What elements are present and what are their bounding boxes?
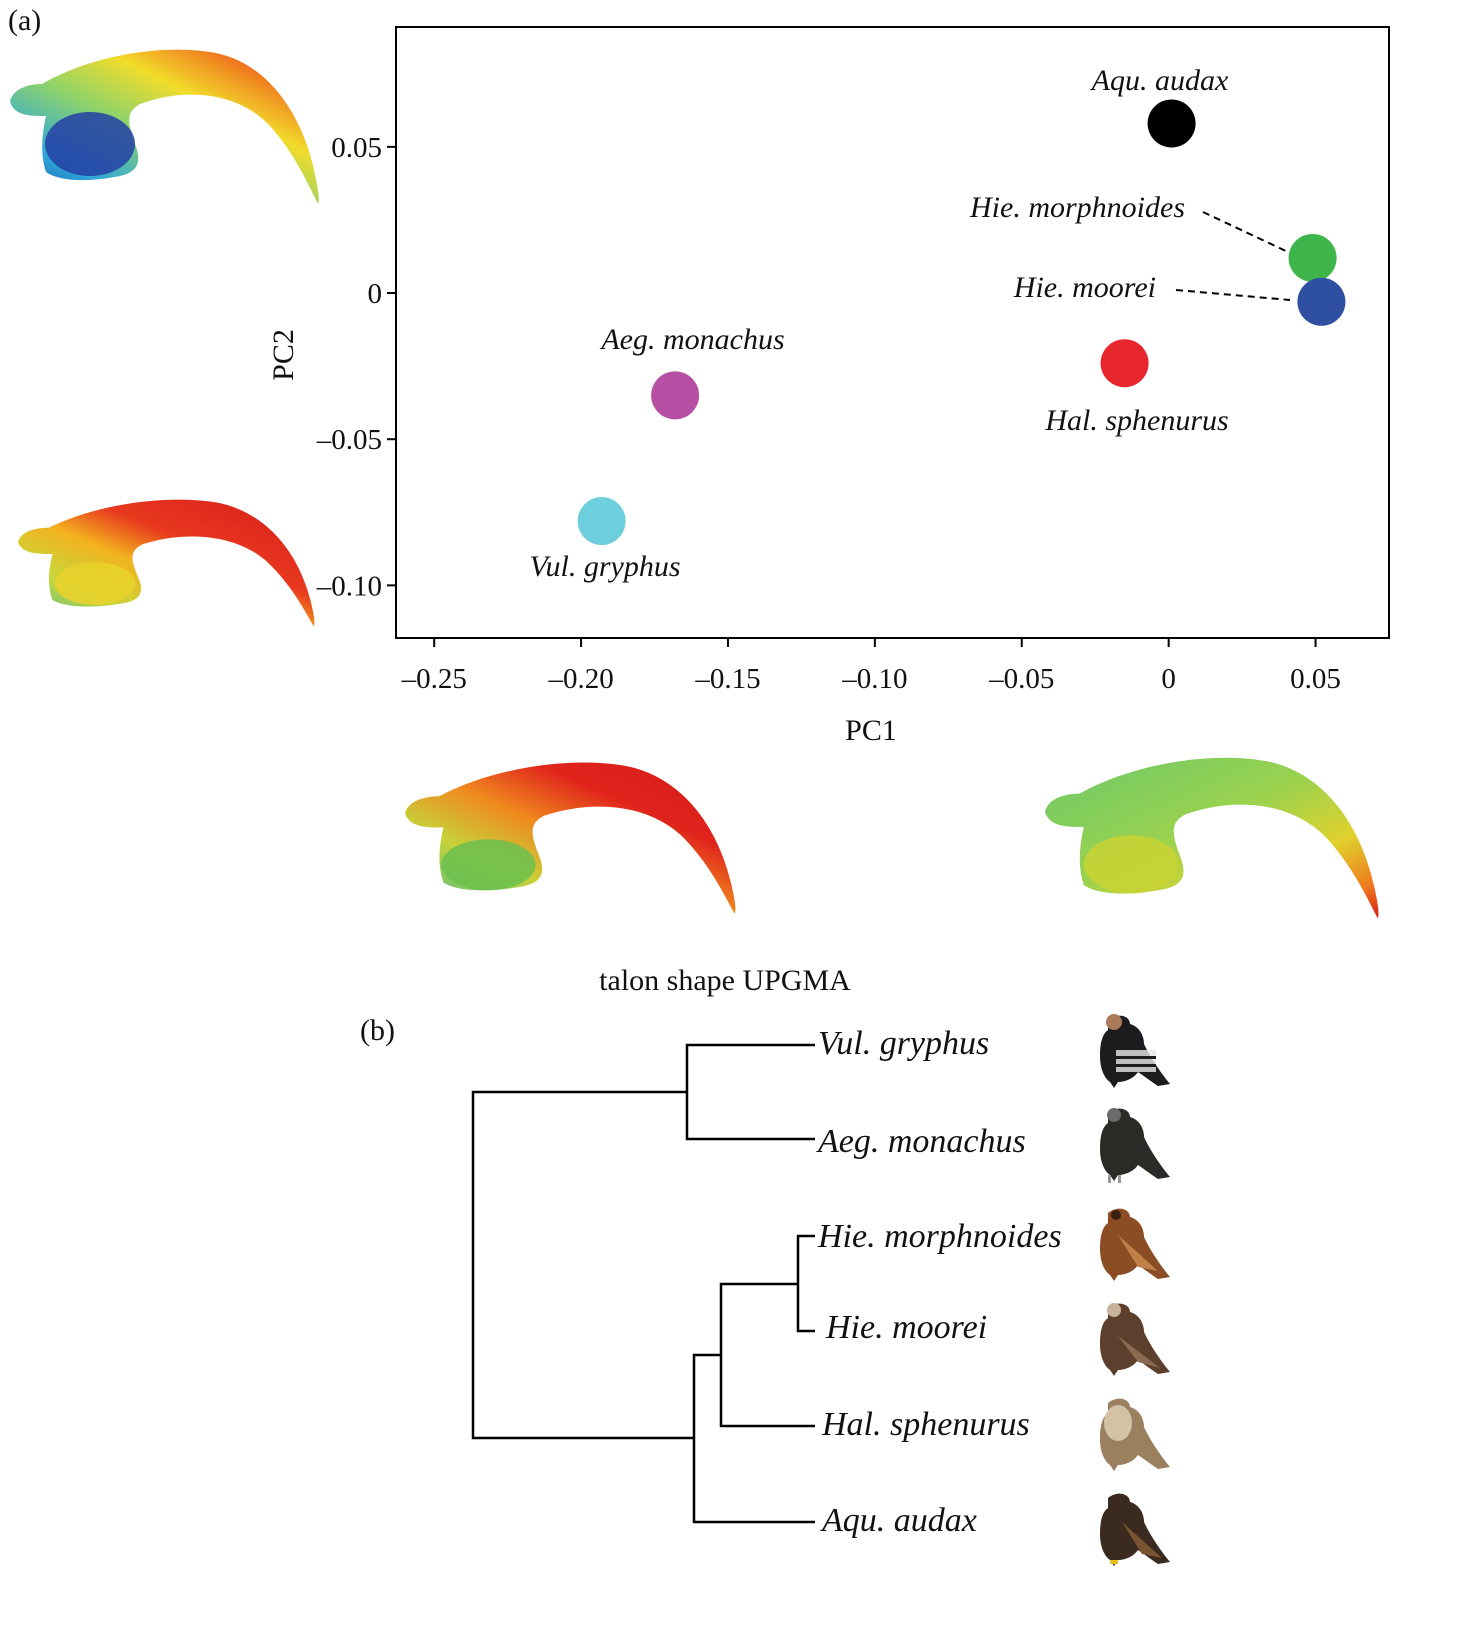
y-tick-label: –0.10 [316,570,382,602]
leaf-label-vul-gryphus: Vul. gryphus [818,1025,989,1062]
leaf-label-hal-sphenurus: Hal. sphenurus [821,1406,1030,1443]
pca-scatter-plot: –0.25 –0.20 –0.15 –0.10 –0.05 0 0.05 0.05 0 –0.0… [267,26,1390,747]
scatter-point-aqu-audax [1147,99,1196,148]
point-label-hal-sphenurus: Hal. sphenurus [1044,404,1228,437]
talon-shape-middle-left [18,499,315,627]
y-tick-label: –0.05 [316,424,382,456]
leaf-label-aeg-monachus: Aeg. monachus [816,1123,1026,1160]
leaf-label-aqu-audax: Aqu. audax [820,1502,977,1539]
x-tick-label: –0.15 [694,663,760,695]
x-axis-ticks: –0.25 –0.20 –0.15 –0.10 –0.05 0 0.05 [401,638,1341,695]
scatter-point-hie-moorei [1297,277,1346,326]
x-tick-label: 0 [1161,663,1176,695]
y-axis-ticks: 0.05 0 –0.05 –0.10 [316,132,396,602]
point-label-aqu-audax: Aqu. audax [1090,64,1229,97]
little-eagle-icon [1100,1208,1170,1281]
upgma-dendrogram: talon shape UPGMA Vul. gryphus Aeg. mona… [471,964,1062,1539]
leaf-label-hie-moorei: Hie. moorei [825,1309,987,1346]
y-tick-label: 0 [368,278,383,310]
scatter-point-vul-gryphus [577,497,626,546]
scatter-point-hie-morphnoides [1288,233,1337,282]
whistling-kite-icon [1100,1398,1170,1471]
point-label-hie-moorei: Hie. moorei [1013,271,1156,304]
x-tick-label: –0.05 [988,663,1054,695]
scatter-points [577,99,1346,546]
leaf-label-hie-morphnoides: Hie. morphnoides [817,1218,1062,1255]
talon-shape-top-left [10,49,319,204]
x-axis-label: PC1 [845,714,897,747]
panel-a-label: (a) [8,4,41,37]
dendrogram-branches [471,1043,815,1524]
point-label-aeg-monachus: Aeg. monachus [599,323,784,356]
plot-frame [395,26,1390,639]
condor-icon [1100,1014,1170,1088]
dendrogram-title: talon shape UPGMA [599,964,851,997]
x-tick-label: –0.25 [401,663,467,695]
leader-line-hie-morphnoides [1202,211,1289,253]
talon-shape-bottom-left [405,762,736,914]
talon-shape-bottom-right [1045,757,1379,919]
point-label-hie-morphnoides: Hie. morphnoides [969,191,1185,224]
haast-eagle-icon [1100,1303,1170,1376]
scatter-point-hal-sphenurus [1100,339,1149,388]
wedge-tailed-eagle-icon [1100,1493,1170,1566]
x-tick-label: –0.20 [547,663,613,695]
x-tick-label: –0.10 [841,663,907,695]
panel-b-label: (b) [360,1014,395,1047]
point-label-vul-gryphus: Vul. gryphus [529,550,680,583]
leader-line-hie-moorei [1175,289,1291,301]
cinereous-vulture-icon [1100,1108,1170,1183]
x-tick-label: 0.05 [1290,663,1341,695]
y-axis-label: PC2 [267,329,300,381]
y-tick-label: 0.05 [331,132,382,164]
scatter-point-aeg-monachus [651,371,700,420]
